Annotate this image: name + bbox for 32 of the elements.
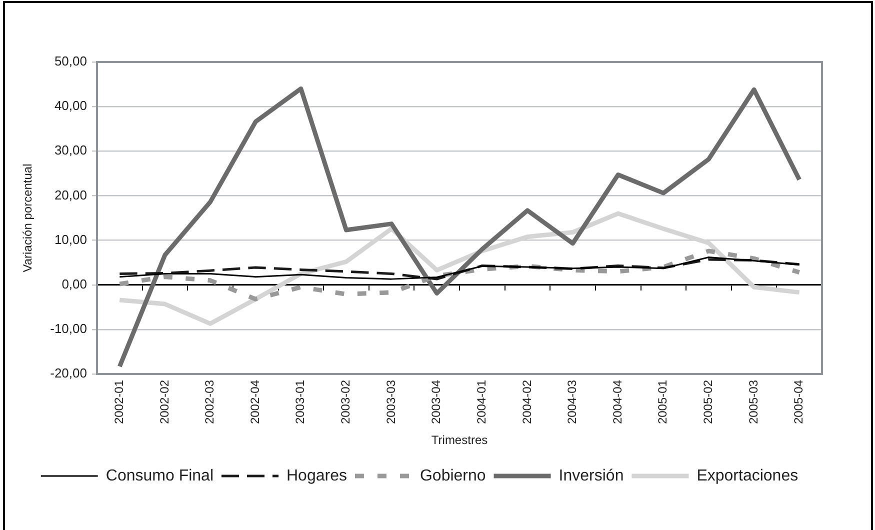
x-tick-label: 2004-04 (610, 380, 624, 424)
x-tick-label: 2005-02 (701, 380, 716, 424)
y-tick-label: 50,00 (54, 54, 87, 69)
y-tick-label: -10,00 (50, 321, 87, 336)
legend-label: Inversión (558, 467, 624, 484)
legend-label: Consumo Final (106, 467, 214, 484)
x-tick-label: 2003-03 (384, 380, 398, 424)
x-tick-label: 2002-01 (112, 380, 126, 424)
legend-label: Exportaciones (696, 467, 798, 484)
x-tick-label: 2002-02 (157, 380, 172, 424)
x-tick-label: 2002-04 (248, 380, 262, 424)
x-tick-label: 2003-01 (293, 380, 308, 424)
line-series (117, 248, 802, 302)
x-tick-label: 2005-04 (792, 380, 806, 424)
y-tick-label: 0,00 (62, 276, 87, 292)
legend-label: Hogares (286, 467, 347, 484)
y-axis-title: Variación porcentual (20, 164, 35, 272)
x-tick-label: 2004-01 (474, 380, 488, 424)
x-axis-title: Trimestres (431, 433, 488, 448)
legend-label: Gobierno (420, 467, 486, 484)
x-tick-label: 2002-03 (202, 380, 217, 424)
x-tick-label: 2003-02 (338, 380, 353, 424)
x-tick-label: 2004-03 (565, 380, 580, 424)
x-tick-label: 2004-02 (520, 380, 534, 424)
x-tick-label: 2003-04 (429, 380, 444, 424)
y-tick-label: 20,00 (54, 187, 87, 202)
x-tick-label: 2005-03 (746, 380, 760, 424)
y-tick-label: 40,00 (54, 98, 87, 114)
y-tick-label: 10,00 (54, 232, 87, 247)
y-tick-label: -20,00 (50, 366, 87, 381)
x-tick-label: 2005-01 (656, 380, 670, 424)
y-tick-label: 30,00 (54, 142, 87, 158)
